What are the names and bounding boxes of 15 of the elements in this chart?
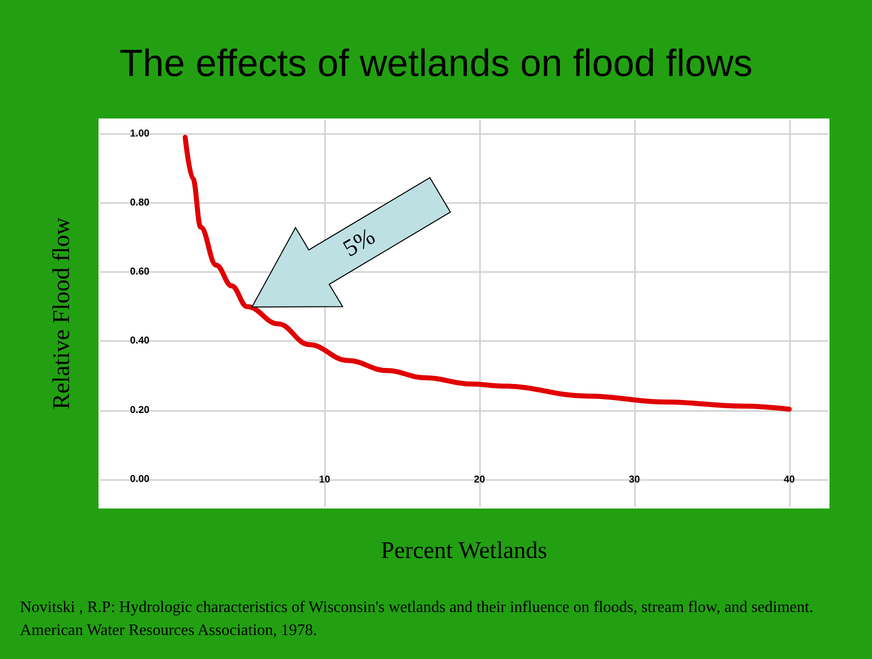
y-tick-label: 0.40 — [130, 336, 150, 347]
x-tick-label: 20 — [474, 474, 486, 486]
chart-title: The effects of wetlands on flood flows — [120, 43, 752, 85]
y-tick-label: 0.60 — [130, 266, 150, 278]
text: Novitski , R.P: Hydrologic characteristics of Wisconsin's wetlands and their influence on floods, stream flow, and sediment. American Water Resources Association, 1978. — [20, 599, 818, 639]
y-tick-label: 1.00 — [130, 128, 150, 140]
x-tick-label: 30 — [628, 474, 640, 486]
y-tick-label: 0.80 — [130, 197, 150, 208]
annotation: 5% — [338, 224, 380, 262]
y-tick-label: 0.20 — [130, 404, 150, 416]
x-tick-label: 10 — [319, 474, 331, 486]
x-tick-label: 40 — [784, 474, 796, 486]
y-axis-title: Relative Flood flow — [49, 216, 75, 410]
x-axis-title: Percent Wetlands — [380, 538, 548, 564]
y-tick-label: 0.00 — [130, 474, 150, 485]
